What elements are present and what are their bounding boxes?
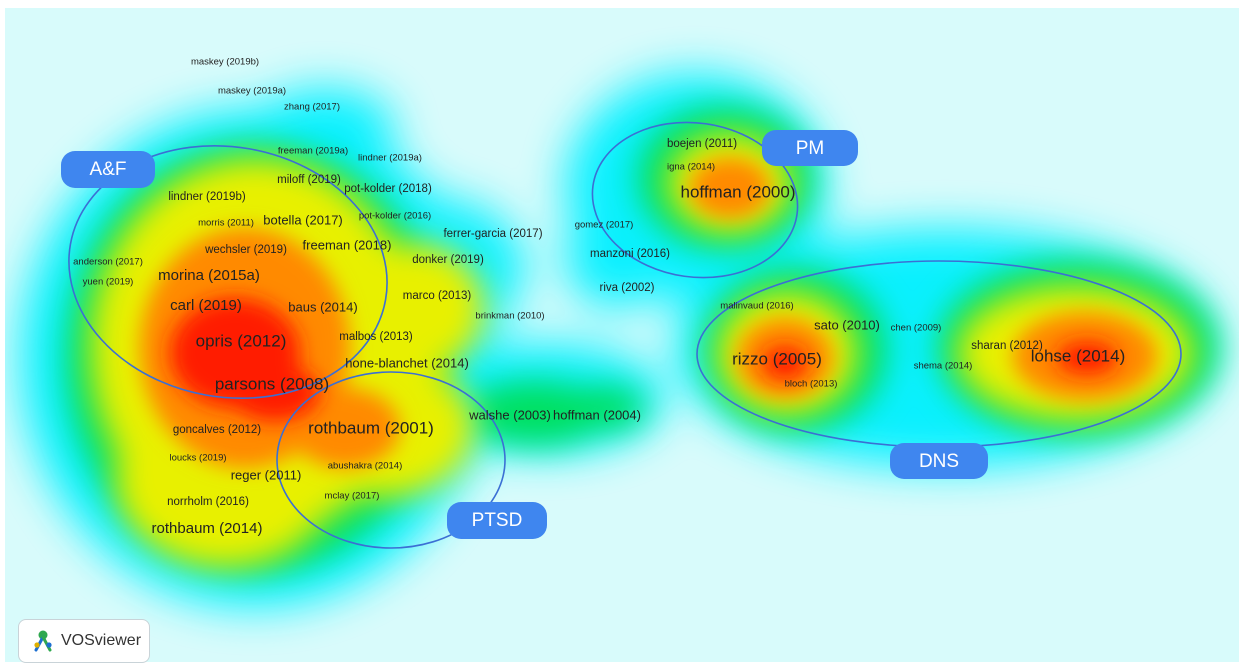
node-label[interactable]: pot-kolder (2016) [359,211,431,222]
node-label[interactable]: shema (2014) [914,361,973,372]
node-label[interactable]: goncalves (2012) [173,424,261,436]
density-blob-green-5 [565,386,645,430]
node-label[interactable]: chen (2009) [891,323,942,334]
node-label[interactable]: hoffman (2004) [553,407,641,422]
node-labels: maskey (2019b) maskey (2019a) zhang (2017)… [73,57,1125,537]
node-label[interactable]: hone-blanchet (2014) [345,355,469,370]
density-map[interactable]: maskey (2019b) maskey (2019a) zhang (2017)… [5,8,1239,662]
node-label[interactable]: ferrer-garcia (2017) [443,228,542,240]
node-label[interactable]: sharan (2012) [971,340,1043,352]
node-label[interactable]: gomez (2017) [575,220,634,231]
node-label[interactable]: marco (2013) [403,290,472,302]
node-label[interactable]: malbos (2013) [339,331,413,343]
node-label[interactable]: lohse (2014) [1031,346,1126,365]
node-label[interactable]: norrholm (2016) [167,496,249,508]
node-label[interactable]: igna (2014) [667,162,715,173]
node-label[interactable]: brinkman (2010) [475,311,544,322]
node-label[interactable]: bloch (2013) [785,379,838,390]
node-label[interactable]: manzoni (2016) [590,248,670,260]
node-label[interactable]: freeman (2018) [303,237,392,252]
cluster-tag-ptsd[interactable]: PTSD [447,502,547,539]
node-label[interactable]: opris (2012) [196,331,287,350]
node-label[interactable]: boejen (2011) [667,138,737,150]
node-label[interactable]: baus (2014) [288,299,357,314]
node-label[interactable]: zhang (2017) [284,102,340,113]
vosviewer-logo-icon [34,630,52,652]
density-blob-orange-1 [290,388,400,468]
node-label[interactable]: yuen (2019) [83,277,134,288]
density-blob-yellow-3 [345,243,485,373]
node-label[interactable]: riva (2002) [600,282,655,294]
density-blob-red-2 [763,347,807,379]
node-label[interactable]: rothbaum (2014) [152,520,263,537]
node-label[interactable]: maskey (2019a) [218,86,286,97]
density-blob-cyan-4 [565,208,665,308]
node-label[interactable]: mclay (2017) [325,491,380,502]
node-label[interactable]: anderson (2017) [73,257,143,268]
node-label[interactable]: morina (2015a) [158,267,260,284]
node-label[interactable]: donker (2019) [412,254,484,266]
node-label[interactable]: lindner (2019a) [358,153,422,164]
node-label[interactable]: freeman (2019a) [278,146,348,157]
cluster-tag-af[interactable]: A&F [61,151,155,188]
node-label[interactable]: rizzo (2005) [732,349,822,368]
cluster-tag-pm-label: PM [796,138,825,159]
node-label[interactable]: carl (2019) [170,297,242,314]
density-layer-peak [170,298,1117,421]
cluster-ring-ptsd [276,371,506,549]
cluster-tag-pm[interactable]: PM [762,130,858,166]
node-label[interactable]: walshe (2003) [468,407,551,422]
cluster-tag-af-label: A&F [90,159,127,180]
node-label[interactable]: reger (2011) [231,467,302,482]
cluster-tag-dns-label: DNS [919,451,959,472]
density-blob-orange-2 [690,158,770,218]
node-label[interactable]: miloff (2019) [277,174,341,186]
node-label[interactable]: morris (2011) [198,218,254,229]
node-label[interactable]: sato (2010) [814,317,880,332]
node-label[interactable]: pot-kolder (2018) [344,183,432,195]
app-brand-name: VOSviewer [61,632,142,649]
density-blob-red-1 [230,365,320,421]
density-map-canvas[interactable]: maskey (2019b) maskey (2019a) zhang (2017)… [5,8,1239,663]
node-label[interactable]: wechsler (2019) [204,244,287,256]
cluster-ring-pm [591,121,799,279]
density-blob-green-4 [465,381,605,445]
node-label[interactable]: hoffman (2000) [681,182,796,201]
node-label[interactable]: maskey (2019b) [191,57,259,68]
node-label[interactable]: malinvaud (2016) [720,301,793,312]
density-blob-red-3 [1057,342,1117,374]
cluster-ring-af [68,145,388,399]
node-label[interactable]: parsons (2008) [215,374,329,393]
node-label[interactable]: rothbaum (2001) [308,418,434,437]
cluster-tag-ptsd-label: PTSD [472,510,523,531]
cluster-tag-dns[interactable]: DNS [890,443,988,479]
node-label[interactable]: abushakra (2014) [328,461,402,472]
node-label[interactable]: loucks (2019) [169,453,226,464]
node-label[interactable]: botella (2017) [263,212,343,227]
node-label[interactable]: lindner (2019b) [168,191,246,203]
vosviewer-badge[interactable]: VOSviewer [18,619,150,663]
